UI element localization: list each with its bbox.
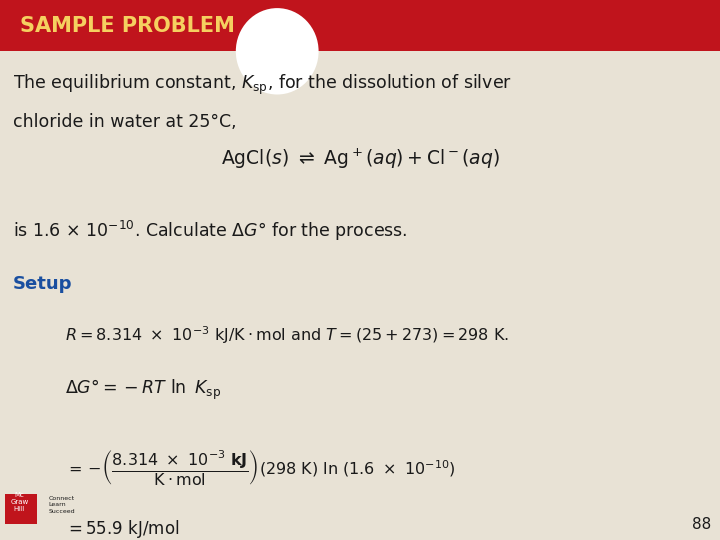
Ellipse shape <box>235 8 318 94</box>
Text: Connect
Learn
Succeed: Connect Learn Succeed <box>48 496 75 514</box>
Text: 88: 88 <box>692 517 711 532</box>
Text: 18.10: 18.10 <box>248 42 306 60</box>
FancyBboxPatch shape <box>5 494 37 524</box>
Text: is 1.6 $\times$ 10$^{-10}$. Calculate $\Delta G\degree$ for the process.: is 1.6 $\times$ 10$^{-10}$. Calculate $\… <box>13 219 408 243</box>
Text: $= -\!\left(\dfrac{8.314\ \times\ 10^{-3}\ \mathbf{kJ}}{\mathrm{K}\cdot\mathrm{m: $= -\!\left(\dfrac{8.314\ \times\ 10^{-3… <box>65 448 456 487</box>
Text: $\Delta G\degree = -RT\ \ln\ K_{\mathrm{sp}}$: $\Delta G\degree = -RT\ \ln\ K_{\mathrm{… <box>65 378 221 402</box>
Text: Mc
Graw
Hill: Mc Graw Hill <box>10 492 29 512</box>
Text: $\mathrm{AgCl}(\mathit{s})\ \rightleftharpoons\ \mathrm{Ag}^+(\mathit{aq}) + \ma: $\mathrm{AgCl}(\mathit{s})\ \rightleftha… <box>220 147 500 171</box>
Text: $R = 8.314\ \times\ 10^{-3}\ \mathrm{kJ/K}\cdot\mathrm{mol\ and}\ T = (25 + 273): $R = 8.314\ \times\ 10^{-3}\ \mathrm{kJ/… <box>65 324 509 346</box>
FancyBboxPatch shape <box>0 0 720 51</box>
Text: The equilibrium constant, $\mathit{K}_{\mathrm{sp}}$, for the dissolution of sil: The equilibrium constant, $\mathit{K}_{\… <box>13 73 512 97</box>
Text: $= 55.9\ \mathrm{kJ/mol}$: $= 55.9\ \mathrm{kJ/mol}$ <box>65 518 179 540</box>
Text: SAMPLE PROBLEM: SAMPLE PROBLEM <box>20 16 235 36</box>
Text: Setup: Setup <box>13 275 73 293</box>
Text: chloride in water at 25°C,: chloride in water at 25°C, <box>13 113 237 131</box>
